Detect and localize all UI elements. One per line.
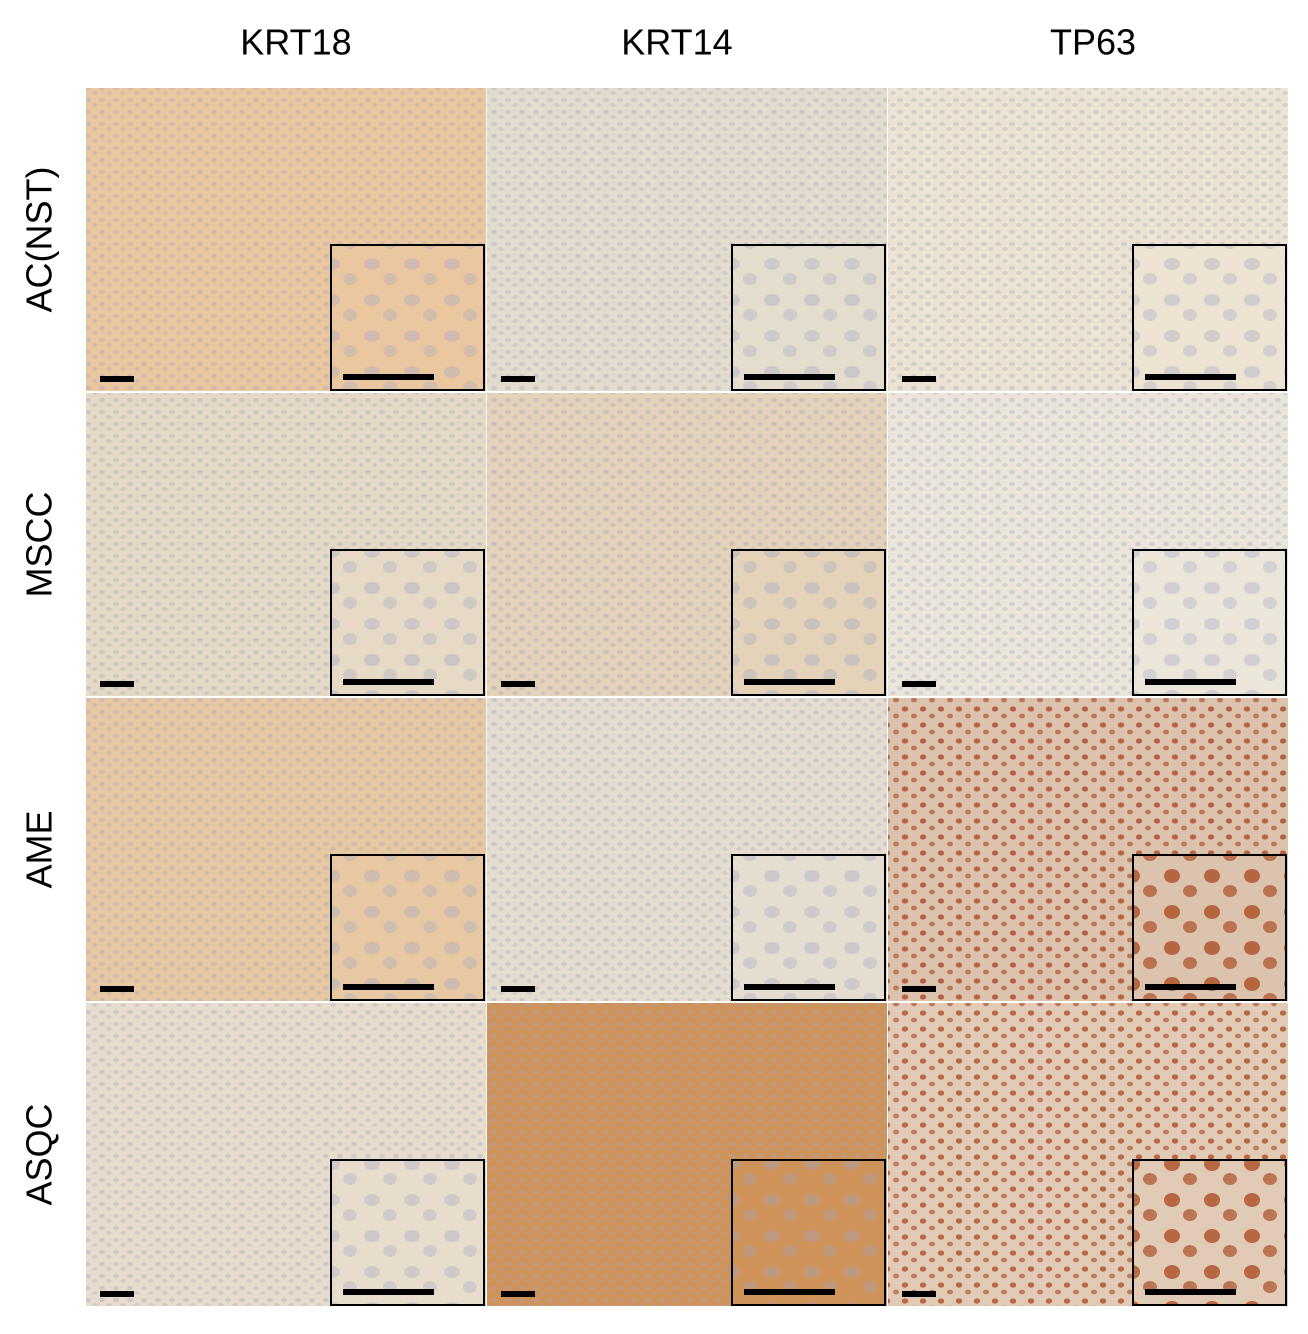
scale-bar [501,681,535,687]
inset-texture [731,244,886,391]
inset-scale-bar [1145,679,1236,685]
inset-texture [330,549,485,696]
inset-texture [1132,1159,1287,1306]
column-header: KRT18 [240,22,351,63]
inset-scale-bar [744,374,835,380]
scale-bar [902,986,936,992]
inset-texture [330,854,485,1001]
scale-bar [902,1291,936,1297]
inset-scale-bar [343,984,434,990]
inset-texture [1132,854,1287,1001]
inset-scale-bar [1145,374,1236,380]
scale-bar [100,1291,134,1297]
scale-bar [100,681,134,687]
scale-bar [902,376,936,382]
scale-bar [501,986,535,992]
scale-bar [100,376,134,382]
inset-scale-bar [744,1289,835,1295]
inset-scale-bar [343,1289,434,1295]
inset-scale-bar [1145,1289,1236,1295]
scale-bar [501,1291,535,1297]
scale-bar [100,986,134,992]
row-label: AME [19,810,60,888]
inset-scale-bar [744,984,835,990]
inset-scale-bar [343,374,434,380]
inset-texture [731,854,886,1001]
inset-scale-bar [1145,984,1236,990]
inset-texture [731,549,886,696]
scale-bar [501,376,535,382]
inset-scale-bar [744,679,835,685]
inset-texture [330,244,485,391]
inset-texture [1132,549,1287,696]
column-header: TP63 [1050,22,1136,63]
row-label: MSCC [19,492,60,598]
row-label: AC(NST) [19,167,60,313]
row-label: ASQC [19,1103,60,1205]
inset-texture [330,1159,485,1306]
inset-scale-bar [343,679,434,685]
scale-bar [902,681,936,687]
inset-texture [731,1159,886,1306]
column-header: KRT14 [621,22,732,63]
inset-texture [1132,244,1287,391]
